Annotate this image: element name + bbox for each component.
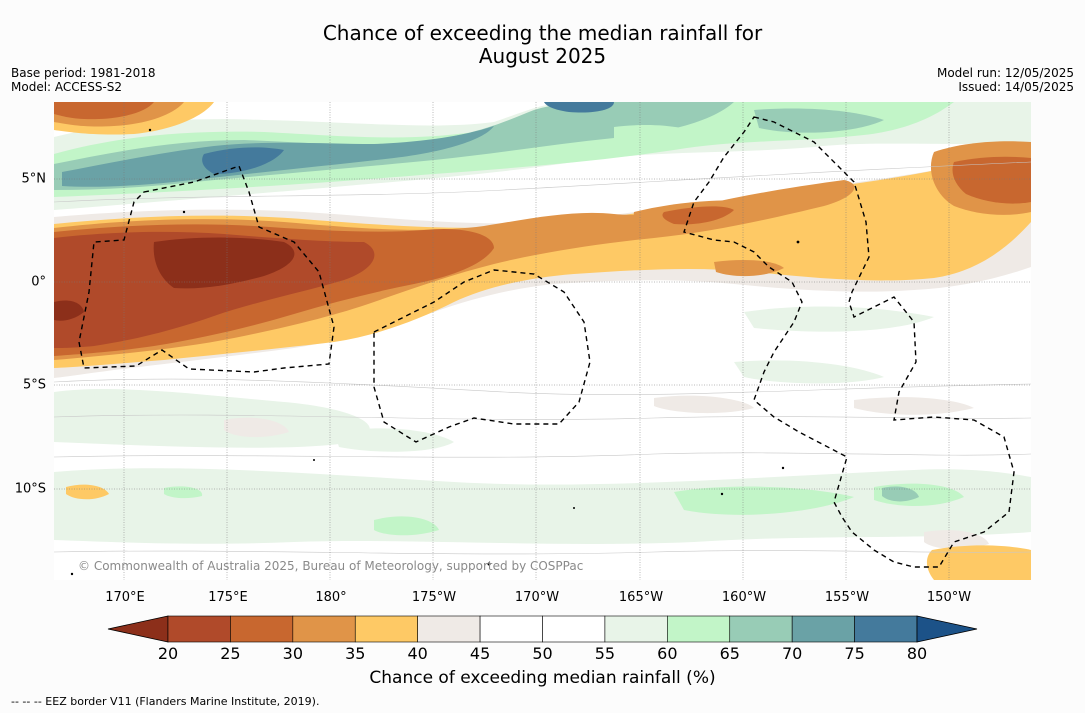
lon-label-165w: 165°W [618,590,664,605]
mint-patch-4 [164,486,203,499]
colorbar-bin [729,615,793,643]
grey-patch-4 [924,530,989,550]
colorbar-tick-label: 55 [594,644,616,663]
dry-tongue-darkest [153,237,295,289]
colorbar-tick-label: 80 [906,644,928,663]
colorbar-bin [604,615,668,643]
colorbar-bin [479,615,543,643]
base-period: Base period: 1981-2018 [11,66,156,80]
map-title: Chance of exceeding the median rainfall … [0,22,1085,68]
colorbar-extend-low [107,615,169,643]
mint-patch-1 [674,486,854,515]
colorbar-bin [354,615,418,643]
eez-legend-note: -- -- -- EEZ border V11 (Flanders Marine… [11,695,320,708]
lat-label-5s: 5°S [22,377,46,393]
teal-ne [754,108,884,133]
teal-patch-s [882,486,919,502]
dry-darkest-2 [54,300,84,321]
mint-ne [614,125,704,145]
eez-borders [78,116,1015,568]
lon-label-170e: 170°E [105,590,145,605]
meta-left: Base period: 1981-2018 Model: ACCESS-S2 [11,66,156,94]
lon-label-175e: 175°E [208,590,248,605]
colorbar-bin [542,615,606,643]
lon-label-160w: 160°W [721,590,767,605]
lon-label-180: 180° [315,590,347,605]
lon-label-170w: 170°W [514,590,560,605]
grey-patch-1 [224,417,289,438]
dry-east-rust [662,206,734,225]
colorbar-tick-label: 30 [282,644,304,663]
grey-patch-2 [654,395,754,414]
title-line-2: August 2025 [478,44,607,68]
colorbar-tick-label: 40 [407,644,428,663]
dry-tongue-deep-rust [54,231,375,348]
wet-band-blue [202,147,284,174]
green-region-c [334,428,454,452]
green-region-s [54,468,1031,544]
map-svg [54,102,1031,580]
model-name: Model: ACCESS-S2 [11,80,123,94]
colorbar-bin [230,615,294,643]
colorbar [107,615,978,643]
colorbar-bin [667,615,731,643]
colorbar-tick-label: 65 [719,644,740,663]
dry-nw-inner [54,102,154,120]
copyright-notice: © Commonwealth of Australia 2025, Bureau… [78,559,584,573]
grey-patch-3 [854,397,974,415]
orange-patch-se [926,545,1031,580]
colorbar-extend-high [916,615,978,643]
issued-date: Issued: 14/05/2025 [958,80,1074,94]
colorbar-bin [292,615,356,643]
colorbar-label: Chance of exceeding median rainfall (%) [369,668,716,688]
mint-patch-2 [374,516,439,536]
colorbar-tick-label: 75 [844,644,865,663]
colorbar-bin [791,615,855,643]
colorbar-tick-label: 35 [345,644,366,663]
dry-ne-rust [952,156,1031,204]
lat-label-0: 0° [31,274,46,290]
eez-kiribati-gilbert [78,165,335,373]
lat-label-10s: 10°S [14,481,46,497]
colorbar-bin [854,615,918,643]
green-region-se [734,360,884,384]
graticule [54,102,1031,580]
colorbar-bin [417,615,481,643]
colorbar-tick-label: 45 [469,644,491,663]
lon-label-155w: 155°W [824,590,870,605]
islands [70,128,800,576]
orange-patch-sw [66,484,109,500]
wet-band-dark-teal [62,126,494,187]
wet-band-blue-ne [544,102,614,113]
colorbar-tick-label: 50 [532,644,553,663]
lon-label-150w: 150°W [926,590,972,605]
colorbar-tick-label: 70 [781,644,803,663]
lat-label-5n: 5°N [21,171,47,187]
colorbar-bin [167,615,231,643]
model-run: Model run: 12/05/2025 [936,66,1074,80]
lon-label-175w: 175°W [411,590,457,605]
green-region-sw [54,389,370,448]
rainfall-map [54,102,1031,580]
title-line-1: Chance of exceeding the median rainfall … [322,21,763,45]
colorbar-tick-label: 60 [657,644,678,663]
eez-phoenix [373,269,591,443]
colorbar-tick-label: 20 [157,644,179,663]
meta-right: Model run: 12/05/2025 Issued: 14/05/2025 [937,66,1074,94]
colorbar-tick-label: 25 [220,644,241,663]
